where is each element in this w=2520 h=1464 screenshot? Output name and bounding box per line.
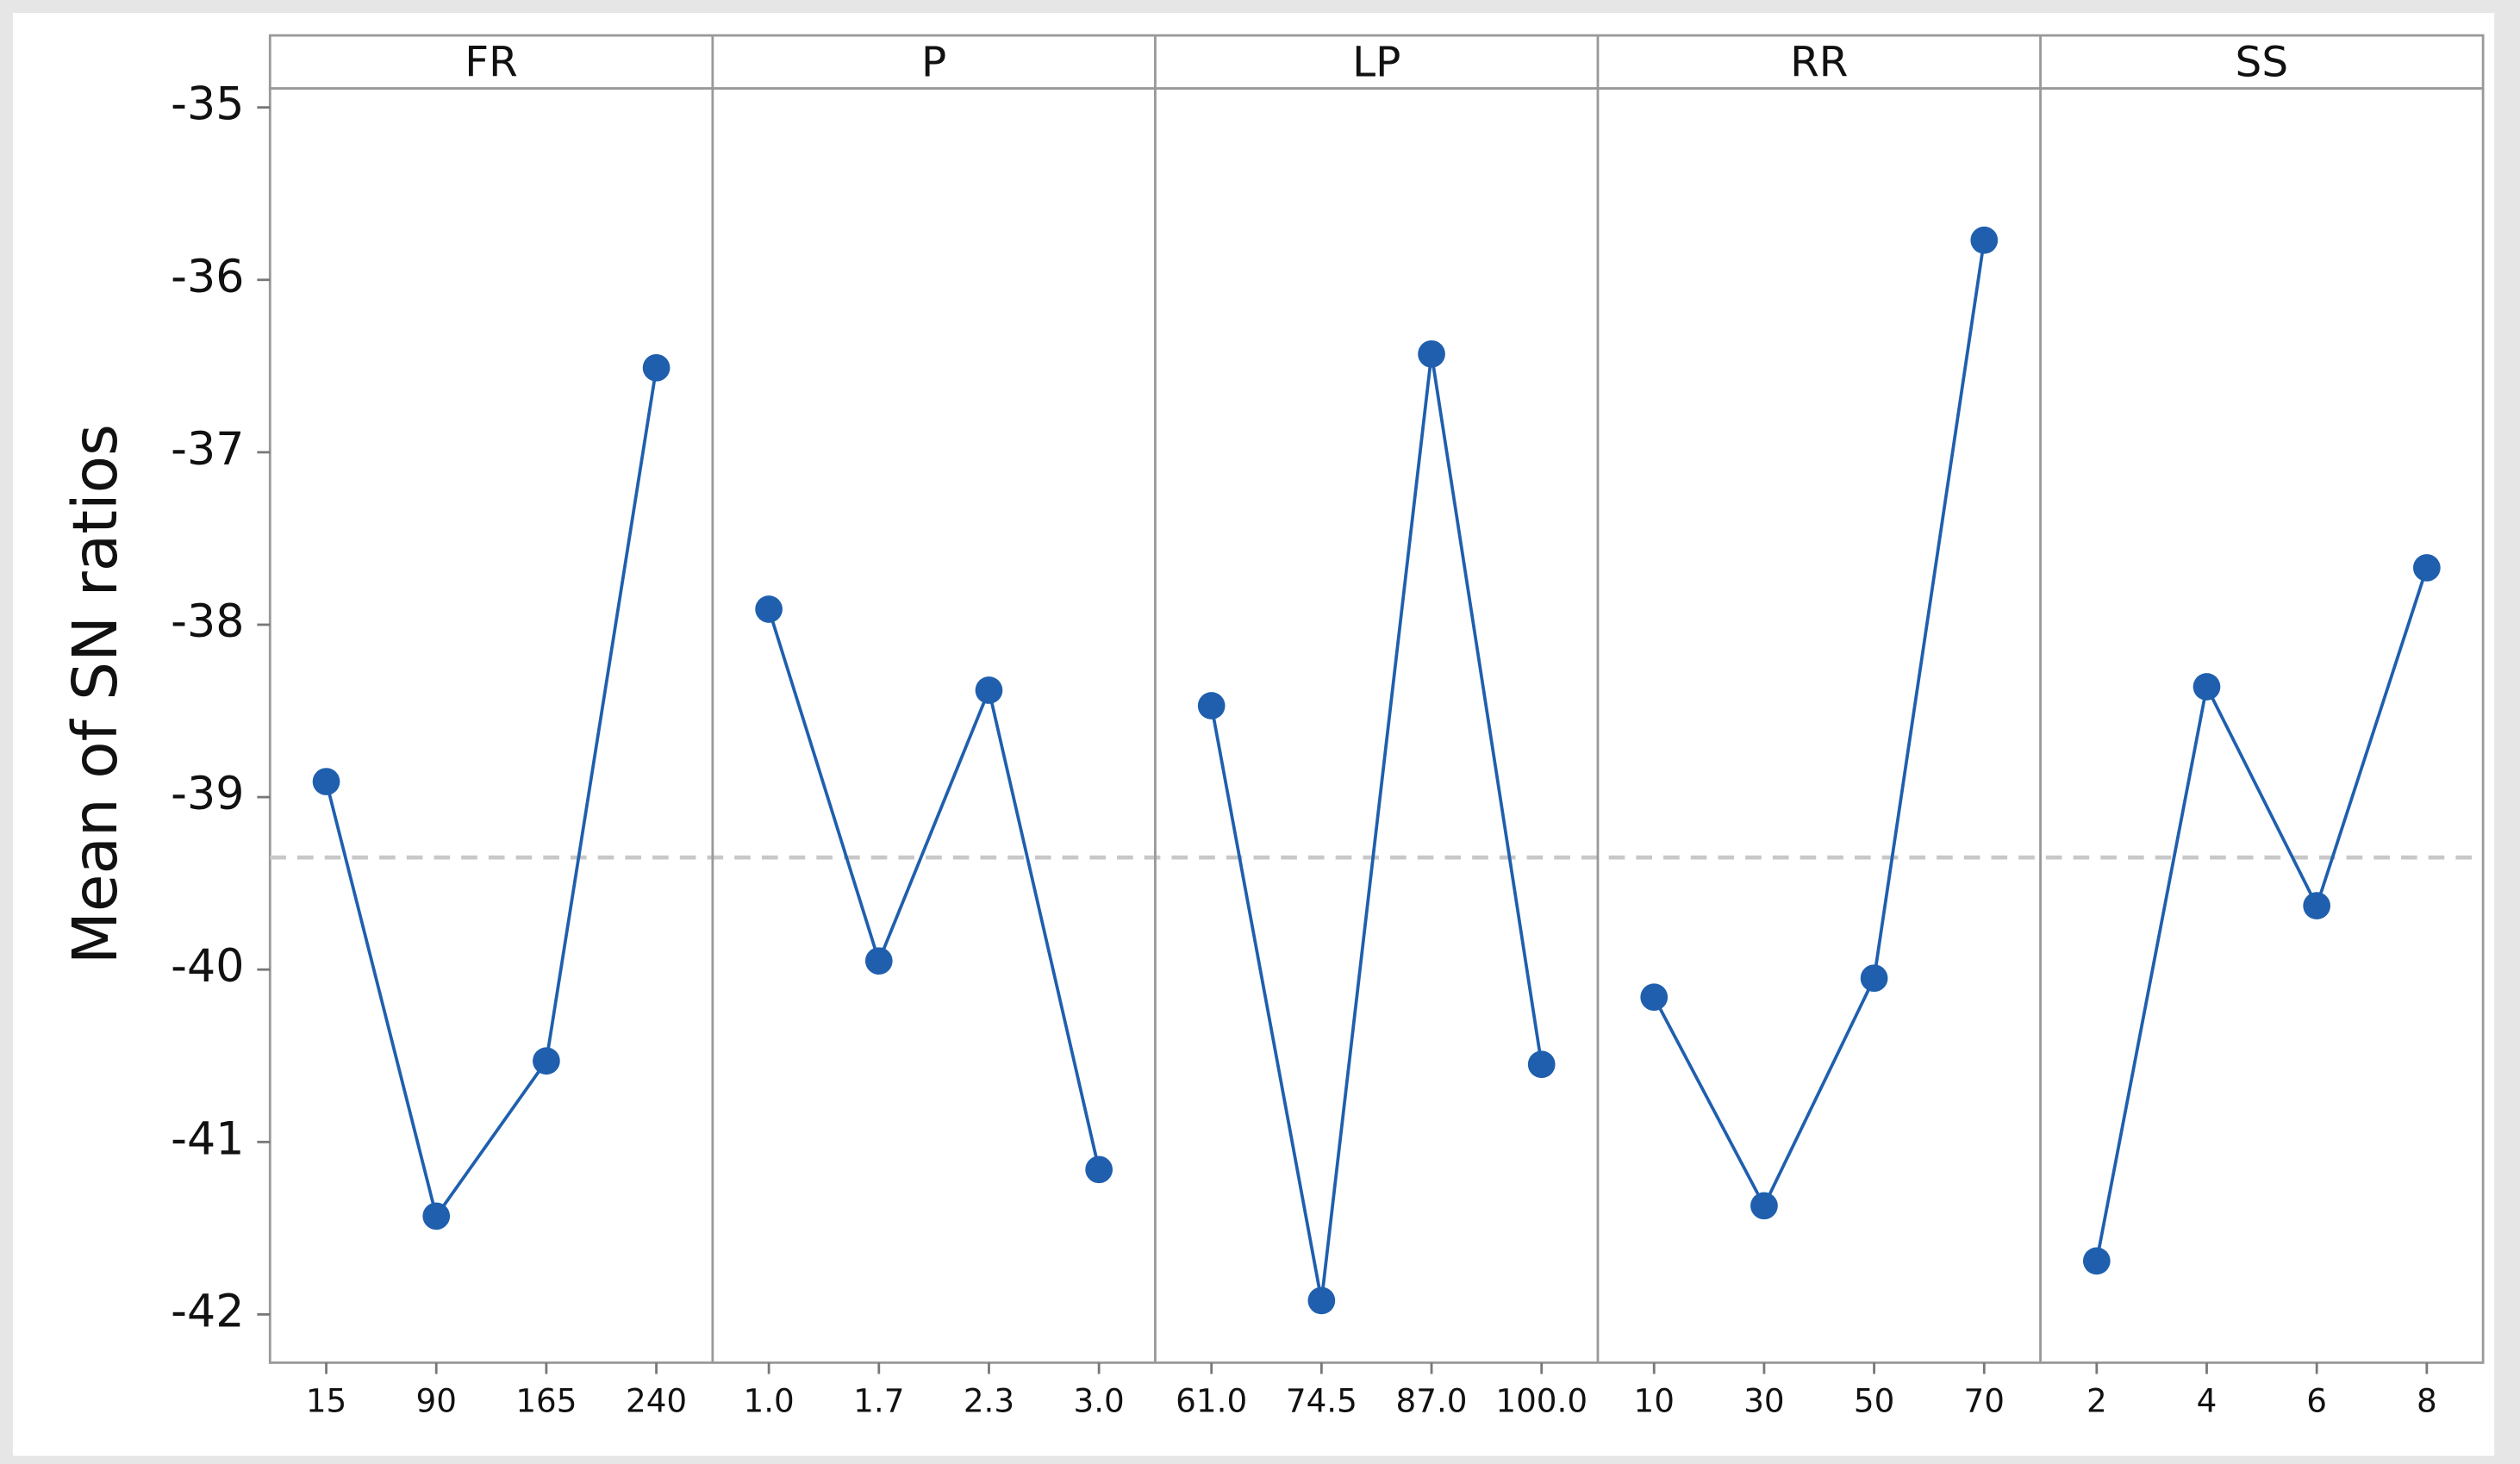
y-tick-label: -39	[171, 769, 244, 820]
x-tick-label: 100.0	[1495, 1382, 1587, 1420]
y-axis-label: Mean of SN ratios	[59, 424, 131, 964]
x-tick-label: 70	[1964, 1382, 2005, 1420]
x-tick-label: 10	[1634, 1382, 1675, 1420]
panel-title: RR	[1790, 39, 1848, 87]
data-point	[1860, 964, 1888, 993]
x-tick-label: 30	[1743, 1382, 1784, 1420]
data-point	[1750, 1192, 1778, 1220]
x-tick-label: 61.0	[1176, 1382, 1247, 1420]
panel-title: FR	[465, 39, 518, 87]
data-point	[864, 947, 893, 975]
series-line	[2094, 567, 2429, 1262]
data-point	[533, 1047, 560, 1075]
data-point	[1085, 1156, 1113, 1184]
series-line	[1209, 353, 1544, 1301]
y-tick-label: -36	[171, 252, 244, 303]
data-point	[2193, 673, 2221, 701]
x-tick-label: 50	[1854, 1382, 1894, 1420]
y-tick-label: -41	[171, 1113, 244, 1165]
y-tick-label: -42	[171, 1286, 244, 1337]
x-tick-label: 165	[515, 1382, 577, 1420]
data-point	[755, 595, 783, 623]
data-point	[1970, 226, 1999, 254]
x-tick-label: 2.3	[964, 1382, 1014, 1420]
plot-area	[268, 87, 2485, 1364]
panel-header-strip	[268, 34, 2485, 90]
x-tick-label: 87.0	[1396, 1382, 1468, 1420]
x-tick-label: 1.7	[853, 1382, 904, 1420]
panel-title: SS	[2236, 39, 2289, 87]
y-tick-label: -40	[171, 941, 244, 993]
data-point	[2412, 554, 2441, 582]
data-point	[312, 768, 340, 795]
data-point	[422, 1202, 451, 1230]
panel-title: LP	[1352, 39, 1400, 87]
y-tick-label: -35	[171, 79, 244, 131]
x-tick-label: 6	[2306, 1382, 2327, 1420]
panel-title: P	[921, 39, 946, 87]
chart-background	[12, 13, 2495, 1456]
x-tick-label: 1.0	[743, 1382, 794, 1420]
data-point	[1197, 692, 1226, 720]
x-tick-label: 4	[2197, 1382, 2217, 1420]
x-tick-label: 15	[306, 1382, 346, 1420]
data-point	[1527, 1050, 1556, 1079]
data-point	[1640, 983, 1669, 1012]
x-tick-label: 3.0	[1073, 1382, 1124, 1420]
data-point	[642, 353, 671, 382]
series-line	[767, 608, 1101, 1170]
x-tick-label: 2	[2086, 1382, 2107, 1420]
data-point	[975, 676, 1003, 704]
x-tick-label: 240	[626, 1382, 687, 1420]
x-tick-label: 8	[2417, 1382, 2437, 1420]
x-tick-label: 90	[416, 1382, 457, 1420]
y-tick-label: -38	[171, 596, 244, 648]
x-tick-label: 74.5	[1286, 1382, 1357, 1420]
data-point	[1418, 340, 1445, 368]
y-tick-label: -37	[171, 424, 244, 476]
series-line	[1652, 240, 1987, 1210]
data-point	[2303, 892, 2331, 920]
series-line	[324, 367, 658, 1220]
data-point	[2082, 1247, 2111, 1275]
data-point	[1307, 1286, 1336, 1315]
